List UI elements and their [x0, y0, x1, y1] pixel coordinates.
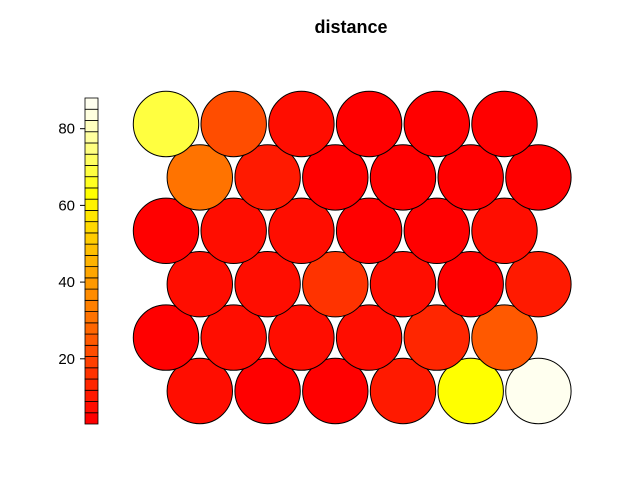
legend-swatch — [84, 344, 99, 357]
som-cell — [200, 304, 267, 371]
som-cell — [302, 357, 369, 425]
som-cell — [505, 144, 572, 211]
legend-swatch — [84, 412, 99, 425]
color-legend: 20 40 60 80 — [58, 97, 99, 425]
som-cell — [437, 144, 504, 211]
som-cell — [403, 90, 470, 158]
legend-swatch — [84, 142, 99, 155]
som-cell — [234, 357, 301, 425]
legend-swatch — [84, 288, 99, 301]
legend-swatch — [84, 299, 99, 312]
legend-swatch — [84, 311, 99, 324]
legend-swatch — [84, 277, 99, 290]
legend-swatch — [84, 131, 99, 144]
som-cell — [505, 251, 572, 318]
legend-swatch — [84, 165, 99, 178]
som-cell — [166, 251, 234, 318]
som-cell — [437, 357, 504, 425]
legend-tick-label: 20 — [58, 351, 75, 368]
legend-swatch — [84, 356, 99, 369]
legend-swatch — [84, 401, 99, 414]
som-cell — [471, 197, 538, 265]
som-cell — [234, 144, 301, 211]
som-cell — [403, 197, 470, 265]
legend-swatch — [84, 389, 99, 402]
som-cell — [471, 304, 538, 371]
legend-swatch — [84, 97, 99, 110]
som-cell — [268, 304, 335, 371]
som-cell — [403, 304, 470, 371]
legend-tick-label: 40 — [58, 274, 75, 291]
som-cell — [369, 357, 437, 425]
som-cell — [437, 251, 504, 318]
legend-swatch — [84, 176, 99, 189]
legend-swatch — [84, 254, 99, 268]
som-cell — [132, 304, 200, 371]
legend-swatch — [84, 232, 99, 245]
legend-swatch — [84, 367, 99, 380]
som-cell — [268, 90, 335, 158]
legend-tick-label: 60 — [58, 197, 75, 214]
chart-title: distance — [314, 17, 387, 37]
legend-swatch — [84, 243, 99, 256]
legend-swatch — [84, 108, 99, 121]
som-cell — [505, 357, 572, 425]
legend-swatch — [84, 210, 99, 223]
som-cell — [166, 357, 234, 425]
legend-swatch — [84, 120, 99, 133]
legend-tick-label: 80 — [58, 121, 75, 138]
legend-swatch — [84, 198, 99, 211]
som-cell — [335, 304, 403, 371]
som-cell — [268, 197, 335, 265]
som-cell — [234, 251, 301, 318]
som-cell — [200, 90, 267, 158]
som-cell — [302, 144, 369, 211]
som-cell — [132, 197, 200, 265]
legend-swatch — [84, 221, 99, 234]
legend-swatch — [84, 378, 99, 391]
som-cell — [200, 197, 267, 265]
som-cell — [369, 144, 437, 211]
som-cell — [132, 90, 200, 158]
som-cell — [369, 251, 437, 318]
legend-swatch — [84, 333, 99, 346]
legend-swatch — [84, 153, 99, 166]
legend-swatch — [84, 187, 99, 200]
som-cell — [471, 90, 538, 158]
som-cell — [166, 144, 234, 211]
legend-swatch — [84, 322, 99, 335]
som-cell — [335, 197, 403, 265]
legend-swatch — [84, 266, 99, 279]
som-cell — [335, 90, 403, 158]
som-cells — [132, 90, 572, 425]
som-cell — [302, 251, 369, 318]
